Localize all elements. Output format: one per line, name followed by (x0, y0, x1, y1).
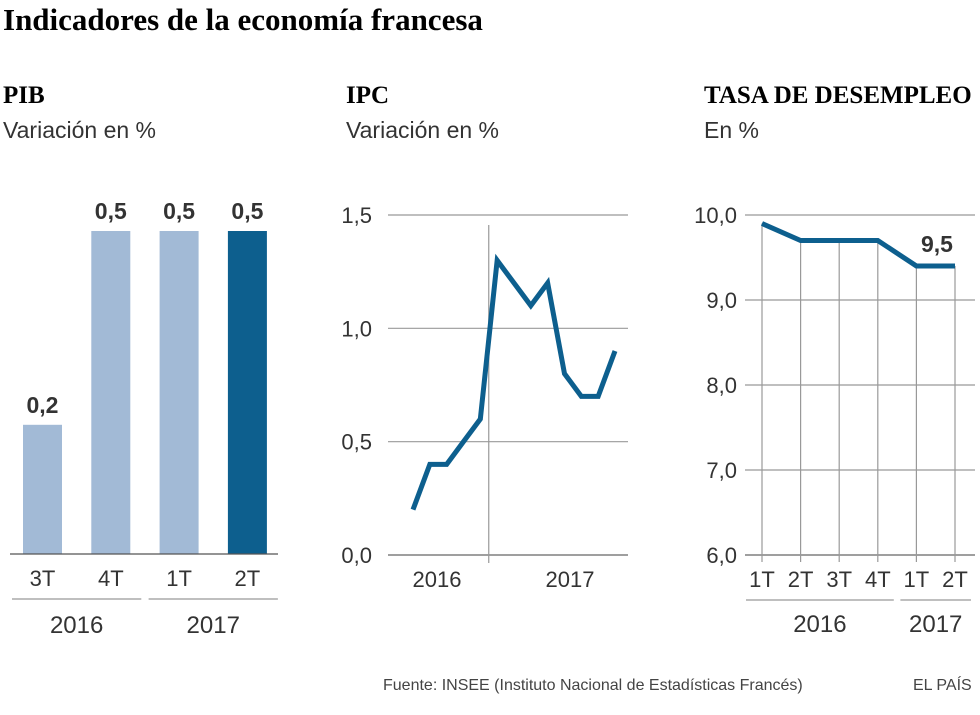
unemployment-year-label: 2016 (793, 611, 846, 638)
unemployment-x-tick: 1T (749, 567, 775, 592)
ipc-x-label: 2017 (546, 567, 595, 592)
ipc-series-line (410, 253, 618, 511)
unemployment-series-line (760, 221, 955, 269)
unemployment-chart-subtitle: En % (704, 117, 759, 143)
unemployment-x-tick: 2T (788, 567, 814, 592)
ipc-y-tick: 1,5 (341, 203, 372, 228)
unemployment-x-tick: 3T (826, 567, 852, 592)
unemployment-end-value: 9,5 (921, 231, 953, 257)
pib-year-label: 2017 (187, 612, 240, 639)
unemployment-y-tick: 9,0 (706, 288, 737, 313)
unemployment-chart-title: TASA DE DESEMPLEO (704, 82, 972, 109)
pib-bar-value: 0,5 (231, 198, 263, 224)
pib-x-tick: 3T (30, 566, 56, 591)
pib-year-label: 2016 (50, 612, 103, 639)
ipc-y-tick: 1,0 (341, 316, 372, 341)
pib-bar-value: 0,5 (163, 198, 195, 224)
unemployment-x-tick: 1T (904, 567, 930, 592)
source-note: Fuente: INSEE (Instituto Nacional de Est… (383, 677, 803, 694)
unemployment-y-tick: 8,0 (706, 373, 737, 398)
unemployment-x-tick: 4T (865, 567, 891, 592)
pib-bar (23, 424, 62, 554)
ipc-y-tick: 0,0 (341, 543, 372, 568)
ipc-y-tick: 0,5 (341, 430, 372, 455)
unemployment-y-tick: 6,0 (706, 543, 737, 568)
page-title: Indicadores de la economía francesa (3, 2, 483, 37)
pib-bar-value: 0,2 (27, 392, 59, 418)
ipc-chart-subtitle: Variación en % (346, 117, 499, 143)
brand-label: EL PAÍS (913, 677, 972, 694)
unemployment-y-tick: 7,0 (706, 458, 737, 483)
pib-x-tick: 1T (166, 566, 192, 591)
pib-bar (159, 231, 199, 554)
pib-bar-value: 0,5 (95, 198, 127, 224)
unemployment-x-tick: 2T (942, 567, 968, 592)
ipc-x-label: 2016 (413, 567, 462, 592)
pib-bar (91, 231, 131, 554)
unemployment-y-tick: 10,0 (694, 203, 737, 228)
pib-x-tick: 4T (98, 566, 124, 591)
ipc-chart-title: IPC (346, 82, 390, 109)
pib-x-tick: 2T (235, 566, 261, 591)
unemployment-year-label: 2017 (909, 611, 962, 638)
pib-chart-title: PIB (3, 82, 45, 109)
pib-bar (227, 231, 267, 554)
pib-chart-subtitle: Variación en % (3, 117, 156, 143)
